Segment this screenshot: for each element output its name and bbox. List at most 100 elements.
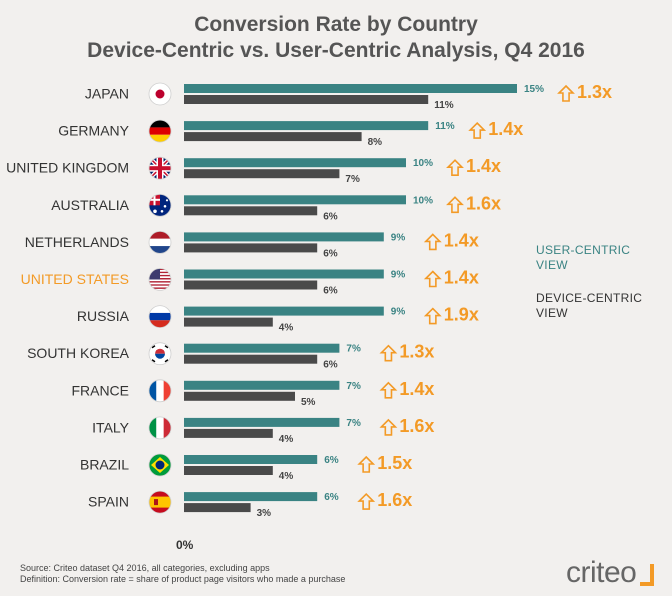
south-korea-flag-rim bbox=[148, 342, 172, 366]
bar-user-centric bbox=[184, 455, 318, 464]
japan-flag-body bbox=[149, 83, 171, 105]
bar-user-centric bbox=[184, 84, 517, 93]
up-arrow-icon bbox=[423, 233, 442, 251]
germany-flag bbox=[148, 119, 172, 143]
bar-device-centric bbox=[184, 503, 251, 513]
france-flag-body bbox=[149, 379, 171, 402]
multiplier-label: 1.6x bbox=[399, 416, 434, 436]
flag-band bbox=[149, 312, 171, 321]
data-label-device: 11% bbox=[434, 100, 454, 111]
legend-user-line1: USER-CENTRIC bbox=[536, 243, 631, 257]
legend-device-line2: VIEW bbox=[536, 306, 568, 320]
data-label-user: 6% bbox=[324, 492, 339, 503]
bar-device-centric bbox=[184, 391, 295, 401]
flag-canton bbox=[149, 268, 160, 280]
flag-stripe bbox=[149, 285, 171, 288]
up-arrow-icon bbox=[468, 121, 487, 139]
data-label-user: 9% bbox=[391, 232, 406, 243]
flag-cross-red bbox=[149, 166, 171, 171]
spain-flag-body bbox=[149, 491, 171, 514]
legend-user-line2: VIEW bbox=[536, 258, 568, 272]
bar-user-centric bbox=[184, 380, 340, 390]
flag-band bbox=[149, 127, 171, 135]
spain-flag bbox=[148, 490, 172, 514]
data-label-user: 7% bbox=[346, 381, 361, 392]
bar-device-centric bbox=[184, 280, 318, 290]
flag-band bbox=[149, 238, 171, 247]
data-label-device: 4% bbox=[279, 471, 294, 482]
usa-flag-rim bbox=[148, 268, 172, 291]
flag-band bbox=[149, 320, 171, 328]
flag-stripe bbox=[149, 282, 171, 285]
spain-flag-rim bbox=[148, 490, 172, 514]
flag-star bbox=[165, 199, 169, 202]
flag-taeguk-top bbox=[155, 348, 165, 354]
data-label-device: 8% bbox=[368, 137, 383, 148]
russia-flag-rim bbox=[148, 305, 172, 329]
up-arrow-icon bbox=[446, 159, 464, 176]
brazil-flag-body bbox=[149, 454, 171, 476]
netherlands-flag-body bbox=[149, 231, 171, 254]
uk-flag-body bbox=[149, 157, 171, 180]
bar-device-centric bbox=[184, 317, 273, 327]
data-label-user: 10% bbox=[413, 158, 433, 169]
data-label-device: 6% bbox=[323, 286, 338, 297]
bar-device-centric bbox=[184, 132, 362, 142]
country-label: UNITED STATES bbox=[21, 271, 129, 287]
country-label: SOUTH KOREA bbox=[27, 345, 130, 361]
data-label-user: 7% bbox=[346, 344, 361, 355]
bar-user-centric bbox=[184, 269, 384, 279]
criteo-logo-mark bbox=[640, 564, 654, 586]
multiplier-label: 1.4x bbox=[466, 156, 501, 176]
bar-user-centric bbox=[184, 232, 384, 242]
country-label: GERMANY bbox=[58, 123, 129, 139]
bar-device-centric bbox=[184, 466, 273, 475]
country-label: SPAIN bbox=[88, 494, 129, 510]
bar-user-centric bbox=[184, 121, 429, 131]
data-label-device: 6% bbox=[323, 248, 338, 259]
australia-flag-rim bbox=[148, 193, 172, 217]
multiplier-label: 1.4x bbox=[399, 379, 434, 399]
flag-taeguk-bottom bbox=[155, 353, 165, 359]
flag-stripe bbox=[149, 279, 171, 282]
italy-flag bbox=[148, 416, 172, 440]
country-label: RUSSIA bbox=[77, 308, 130, 324]
flag-stripe bbox=[149, 284, 171, 286]
brazil-flag bbox=[148, 453, 172, 477]
flag-globe bbox=[155, 460, 165, 470]
russia-flag bbox=[148, 305, 172, 329]
flag-band bbox=[149, 134, 171, 143]
bar-user-centric bbox=[184, 492, 318, 502]
country-label: BRAZIL bbox=[80, 457, 129, 473]
criteo-logo: criteo bbox=[566, 556, 637, 589]
flag-trigrams bbox=[151, 345, 169, 363]
flag-band bbox=[149, 246, 171, 254]
australia-flag-body bbox=[149, 194, 171, 217]
country-label: ITALY bbox=[92, 419, 129, 435]
country-label: NETHERLANDS bbox=[25, 234, 129, 250]
source-note: Source: Criteo dataset Q4 2016, all cate… bbox=[20, 563, 270, 573]
japan-flag-rim bbox=[148, 82, 172, 106]
flag-band bbox=[163, 379, 171, 402]
up-arrow-icon bbox=[379, 418, 398, 436]
flag-band bbox=[156, 416, 164, 439]
flag-stripe bbox=[149, 288, 171, 291]
south-korea-flag-body bbox=[149, 342, 171, 365]
germany-flag-rim bbox=[148, 119, 172, 143]
uk-flag bbox=[148, 156, 172, 180]
brazil-flag-rim bbox=[148, 453, 172, 477]
flag-band bbox=[149, 231, 171, 239]
up-arrow-icon bbox=[446, 196, 464, 214]
flag-stripe bbox=[149, 287, 171, 289]
data-label-device: 6% bbox=[323, 360, 338, 371]
bar-device-centric bbox=[184, 169, 340, 179]
multiplier-label: 1.4x bbox=[444, 268, 479, 288]
bar-device-centric bbox=[184, 206, 318, 216]
up-arrow-icon bbox=[379, 381, 398, 399]
bar-device-centric bbox=[184, 243, 318, 253]
data-label-device: 7% bbox=[345, 174, 360, 185]
flag-band bbox=[149, 379, 157, 402]
netherlands-flag-rim bbox=[148, 230, 172, 254]
flag-sun bbox=[155, 89, 165, 99]
flag-stripe bbox=[149, 281, 171, 283]
